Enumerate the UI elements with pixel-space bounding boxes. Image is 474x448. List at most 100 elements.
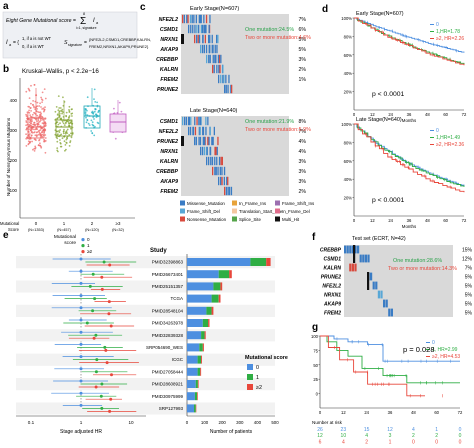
- km-ytick: 25: [313, 377, 318, 382]
- km-ytick: 20%: [344, 196, 353, 201]
- risk-count: 0: [459, 427, 462, 433]
- jitter-point: [25, 124, 27, 127]
- mutation-cell: [208, 156, 210, 166]
- mutation-cell: [216, 156, 218, 166]
- jitter-point: [41, 122, 44, 125]
- study-label: PMID26673401: [152, 272, 184, 277]
- jitter-point: [84, 113, 87, 116]
- gene-percentage: 2%: [299, 189, 307, 195]
- jitter-point: [120, 110, 123, 113]
- gene-label: AKAP9: [323, 302, 341, 308]
- mutation-cell: [215, 166, 217, 176]
- jitter-point: [69, 141, 71, 144]
- gene-percentage: 5%: [465, 284, 473, 290]
- gene-label: CSMD1: [323, 257, 341, 263]
- jitter-point: [25, 133, 27, 136]
- study-label: TCGA: [170, 296, 183, 301]
- patient-bar-segment: [202, 343, 204, 352]
- mutation-cell: [198, 24, 200, 34]
- jitter-point: [30, 135, 33, 137]
- jitter-point: [44, 137, 47, 139]
- km-ytick: 60%: [344, 159, 353, 164]
- patient-bar-segment: [195, 404, 197, 413]
- hazard-ratio-point: [100, 406, 104, 410]
- mutation-cell: [220, 176, 222, 186]
- jitter-point: [113, 107, 115, 110]
- bar-legend-label: 1: [256, 375, 259, 381]
- jitter-point: [30, 130, 33, 133]
- km-curve: [320, 335, 425, 397]
- legend-label: Translation_Start_Site: [239, 209, 283, 214]
- jitter-point: [31, 140, 33, 143]
- panel-d-early-km: Early Stage(N=607) 20% 40% 60% 80% 100% 0 12 24 3…: [341, 11, 467, 123]
- mutation-cell: [205, 116, 207, 126]
- jitter-point: [58, 114, 61, 117]
- risk-count: 4: [412, 427, 415, 433]
- jitter-point: [34, 147, 37, 150]
- jitter-point: [30, 122, 32, 125]
- mutation-cell: [206, 156, 208, 166]
- mutation-cell: [224, 84, 226, 94]
- jitter-point: [40, 134, 42, 137]
- forest-xlabel: Stage adjusted HR: [60, 429, 102, 435]
- mutation-cell: [205, 24, 207, 34]
- gene-label: CREBBP: [156, 57, 178, 63]
- row-band: [16, 304, 275, 317]
- gene-label: KALRN: [160, 159, 178, 165]
- km-ytick: 75: [313, 348, 318, 353]
- legend-label: Multi_Hit: [282, 217, 300, 222]
- mutation-cell: [212, 54, 214, 64]
- jitter-point: [33, 123, 36, 126]
- legend-label: Missense_Mutation: [187, 201, 225, 206]
- patient-bar-segment: [187, 258, 251, 266]
- hazard-ratio-point: [79, 281, 83, 285]
- patient-bar-segment: [187, 331, 202, 340]
- bar-xtick: 400: [254, 420, 262, 425]
- risk-count: 2: [412, 433, 415, 439]
- jitter-point: [44, 117, 47, 120]
- gene-percentage: 3%: [299, 159, 307, 165]
- jitter-point: [31, 116, 33, 118]
- formula-box: [2, 11, 138, 59]
- patient-bar-segment: [250, 258, 267, 266]
- mutation-cell: [194, 126, 197, 136]
- gene-label: CREBBP: [320, 248, 342, 254]
- gene-label: AKAP9: [159, 47, 178, 53]
- jitter-point: [58, 110, 61, 113]
- mutation-cell: [217, 54, 220, 64]
- mutation-cell: [213, 64, 215, 74]
- mutation-cell: [219, 166, 221, 176]
- panel-letter-d: d: [322, 4, 328, 15]
- mutation-cell: [205, 146, 208, 156]
- ia-label: I: [6, 40, 8, 46]
- panel-letter-b: b: [3, 64, 9, 75]
- panel-b-n-1: (N=457): [57, 228, 72, 232]
- patient-bar-segment: [201, 331, 205, 340]
- km-xtick: 72: [458, 410, 463, 415]
- km-legend-label: 1,HR=1.49: [436, 135, 460, 141]
- gene-percentage: 7%: [465, 266, 473, 272]
- gene-percentage: 7%: [299, 129, 307, 135]
- panel-letter-f: f: [312, 232, 316, 243]
- km-xlabel: Months: [402, 224, 417, 229]
- mutation-cell: [208, 54, 210, 64]
- jitter-point: [39, 113, 42, 116]
- patient-bar-segment: [218, 294, 221, 303]
- jitter-point: [90, 119, 93, 122]
- jitter-point: [33, 131, 36, 133]
- patient-bar-segment: [187, 343, 200, 352]
- km-xtick: 72: [462, 112, 467, 117]
- jitter-point: [31, 113, 34, 116]
- km-curve: [354, 123, 465, 193]
- multi-hit-cell: [353, 245, 356, 263]
- study-label: SRP054690_WES: [146, 345, 183, 350]
- km-xtick: 12: [370, 112, 375, 117]
- jitter-point: [30, 118, 33, 121]
- hazard-ratio-point: [95, 358, 99, 362]
- jitter-point: [44, 123, 47, 125]
- jitter-point: [91, 132, 94, 135]
- km-xtick: 36: [407, 218, 412, 223]
- mutation-cell: [201, 24, 204, 34]
- risk-count: 0: [459, 433, 462, 439]
